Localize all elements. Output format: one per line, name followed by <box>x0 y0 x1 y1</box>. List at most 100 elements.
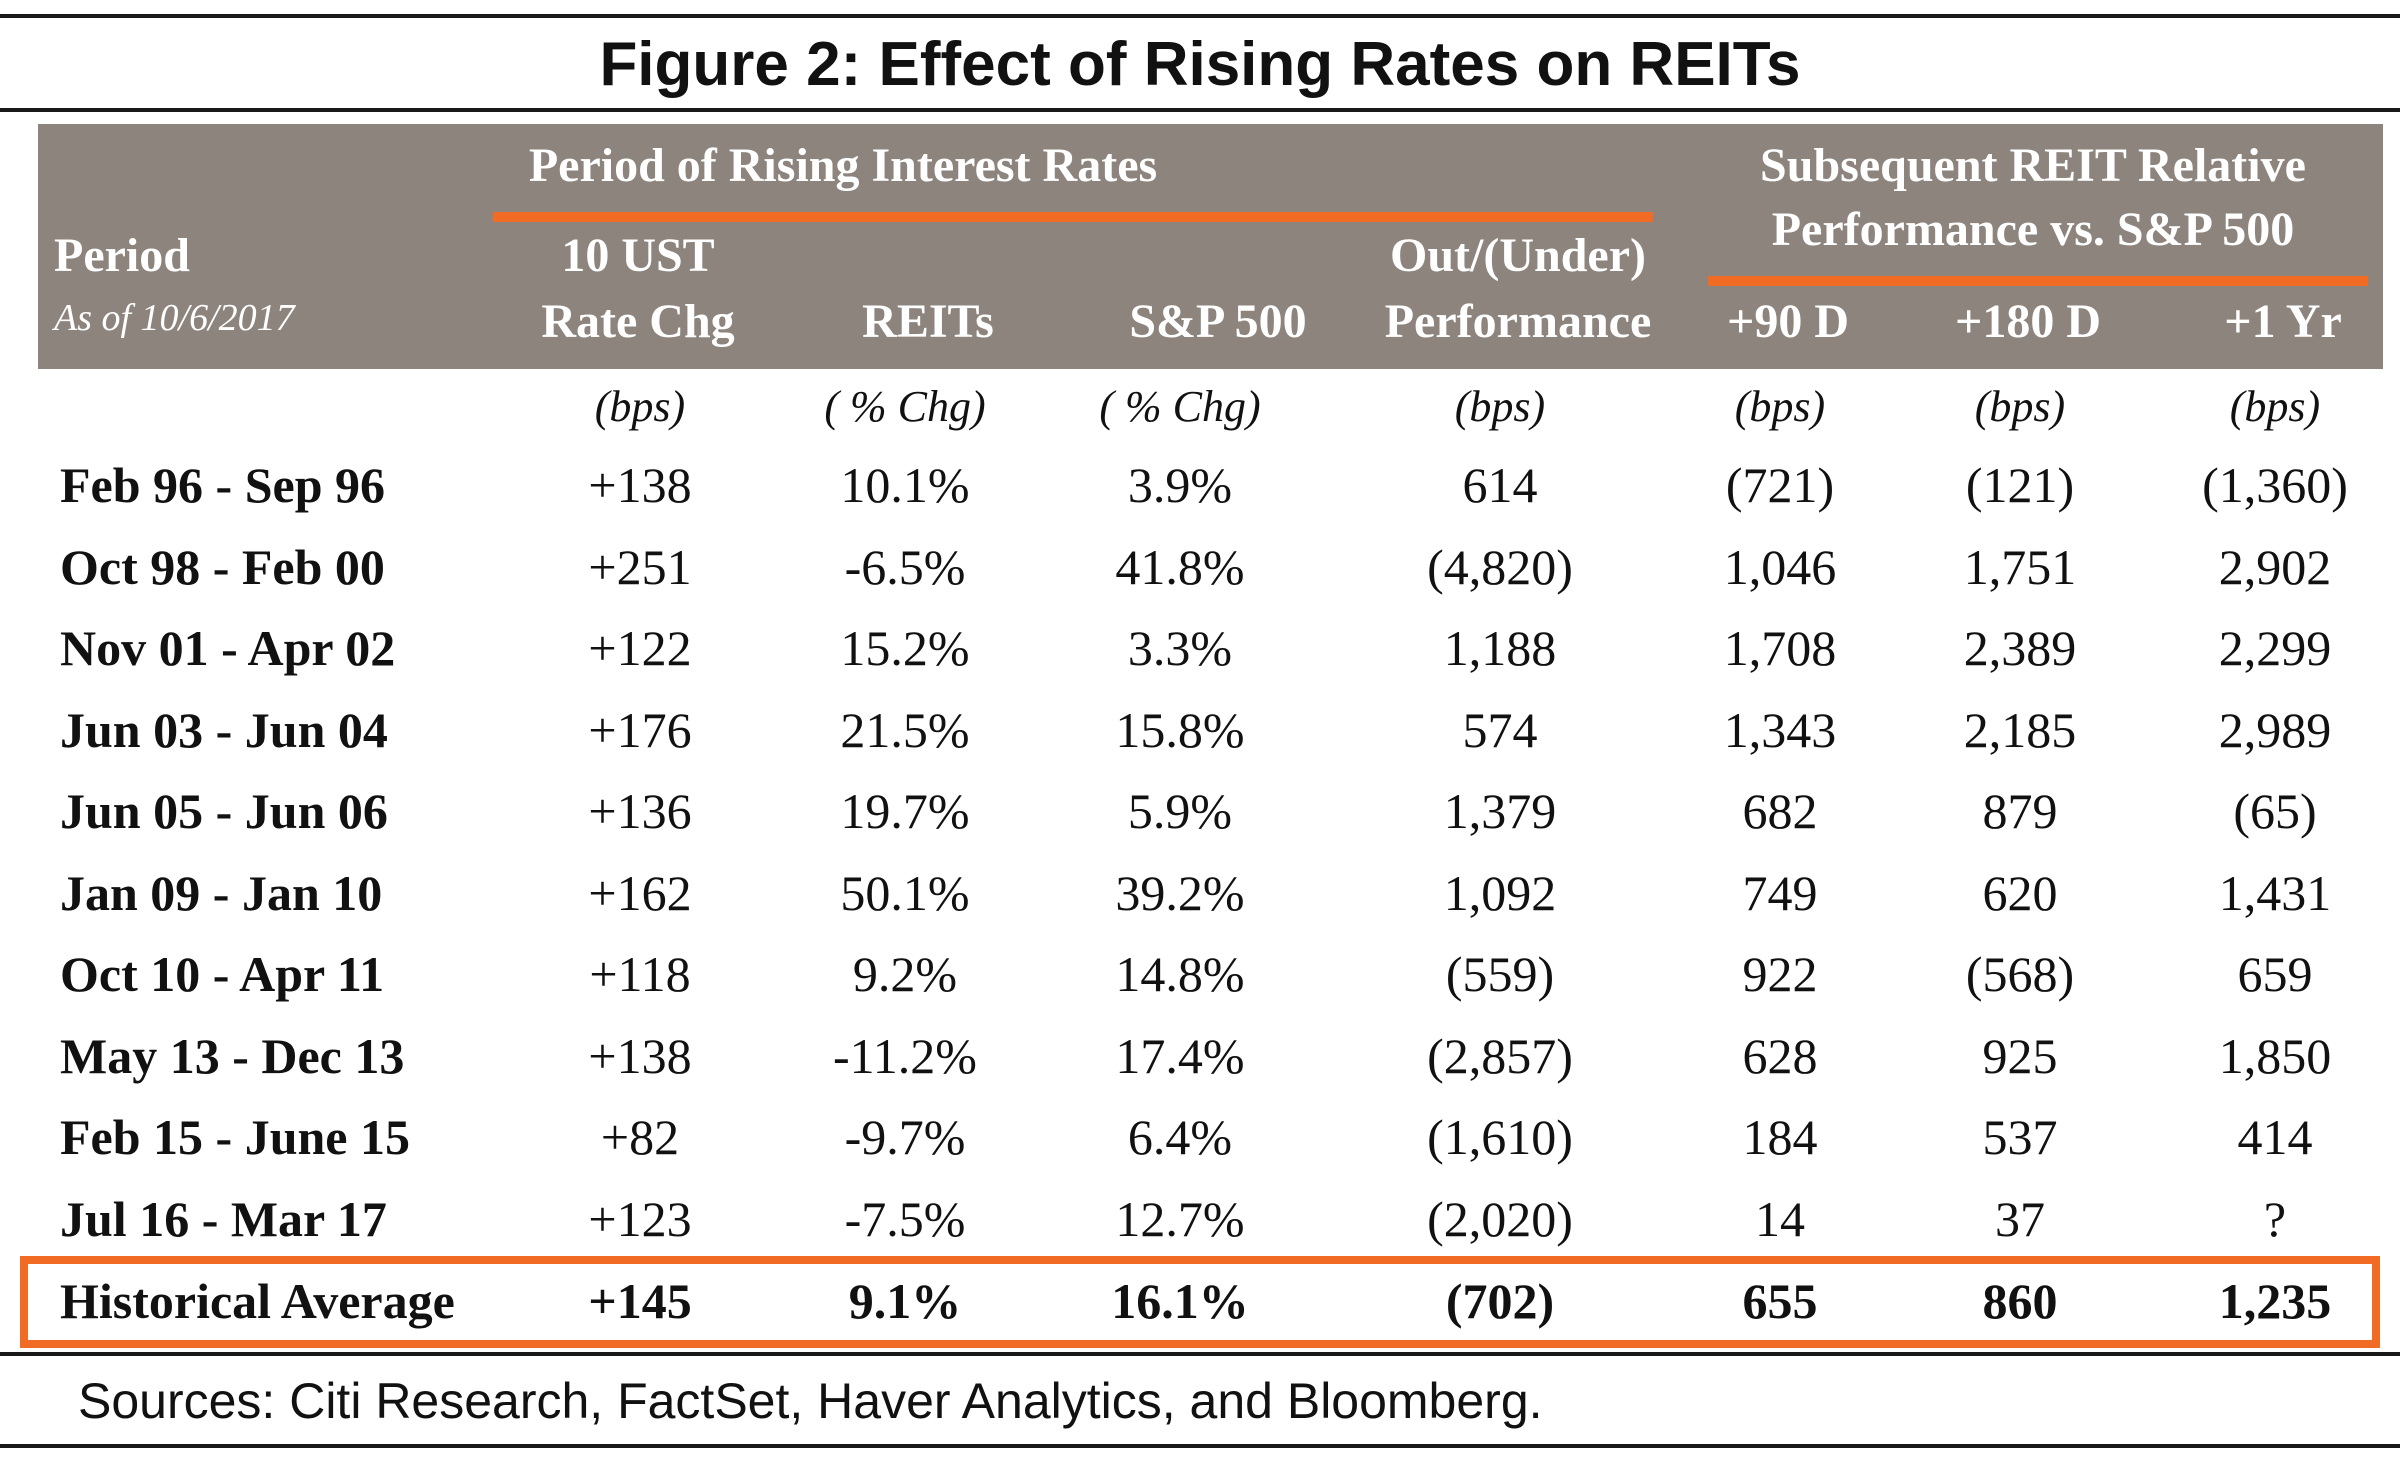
cell-90d: 1,708 <box>1723 620 1837 676</box>
cell-performance: 1,188 <box>1443 620 1557 676</box>
cell-reits: 21.5% <box>840 701 970 758</box>
unit-180d: (bps) <box>1974 382 2066 431</box>
cell-ust-chg: +162 <box>588 864 692 921</box>
header-perf-line2: Performance <box>1384 295 1652 348</box>
cell-reits: -9.7% <box>844 1109 966 1165</box>
unit-90d: (bps) <box>1734 382 1826 431</box>
row-period: Jun 05 - Jun 06 <box>60 783 388 839</box>
cell-ust-chg: +176 <box>588 701 692 758</box>
cell-90d: 1,046 <box>1723 538 1837 595</box>
cell-180d: 2,389 <box>1963 620 2077 676</box>
top-rule <box>0 14 2400 18</box>
cell-sp500: 12.7% <box>1115 1190 1245 1247</box>
unit-sp500: ( % Chg) <box>1099 382 1261 431</box>
header-sp500: S&P 500 <box>1129 295 1307 348</box>
table-header: Period of Rising Interest Rates Subseque… <box>38 124 2383 369</box>
row-period: Oct 98 - Feb 00 <box>60 538 385 595</box>
cell-ust-chg: +136 <box>588 783 692 839</box>
cell-performance: (2,020) <box>1427 1190 1573 1247</box>
average-1yr: 1,235 <box>2218 1273 2332 1329</box>
cell-90d: (721) <box>1725 457 1835 513</box>
cell-90d: 682 <box>1742 783 1818 839</box>
header-perf-line1: Out/(Under) <box>1390 229 1646 282</box>
cell-sp500: 39.2% <box>1115 864 1245 921</box>
unit-1yr: (bps) <box>2229 382 2321 431</box>
cell-ust-chg: +138 <box>588 1027 692 1084</box>
cell-90d: 628 <box>1742 1027 1818 1084</box>
cell-180d: (121) <box>1965 457 2075 513</box>
cell-performance: (4,820) <box>1427 538 1573 595</box>
unit-reits: ( % Chg) <box>824 382 986 431</box>
row-period: Jan 09 - Jan 10 <box>60 864 383 921</box>
cell-90d: 14 <box>1755 1190 1805 1247</box>
row-period: Nov 01 - Apr 02 <box>60 620 396 676</box>
row-period: Jun 03 - Jun 04 <box>60 701 388 758</box>
cell-sp500: 5.9% <box>1127 783 1233 839</box>
cell-1yr: 1,850 <box>2218 1027 2332 1084</box>
title-rule <box>0 108 2400 112</box>
cell-reits: 15.2% <box>840 620 970 676</box>
cell-ust-chg: +138 <box>588 457 692 513</box>
cell-180d: 1,751 <box>1963 538 2077 595</box>
cell-1yr: 414 <box>2237 1109 2313 1165</box>
cell-performance: 1,379 <box>1443 783 1557 839</box>
header-reits: REITs <box>862 295 994 348</box>
average-90d: 655 <box>1742 1273 1818 1329</box>
header-period: Period <box>54 229 190 282</box>
cell-180d: 620 <box>1982 864 2058 921</box>
header-90d: +90 D <box>1726 295 1849 348</box>
cell-180d: 37 <box>1995 1190 2045 1247</box>
cell-ust-chg: +122 <box>588 620 692 676</box>
cell-90d: 1,343 <box>1723 701 1837 758</box>
header-group-subsequent-underline <box>1708 276 2368 286</box>
cell-reits: 9.2% <box>852 946 958 1002</box>
cell-1yr: 2,299 <box>2218 620 2332 676</box>
chart-title: Figure 2: Effect of Rising Rates on REIT… <box>599 30 1801 99</box>
cell-sp500: 41.8% <box>1115 538 1245 595</box>
average-ust-chg: +145 <box>588 1273 692 1329</box>
cell-reits: -6.5% <box>844 538 966 595</box>
cell-reits: 10.1% <box>840 457 970 513</box>
cell-performance: 574 <box>1462 701 1538 758</box>
average-performance: (702) <box>1445 1273 1555 1329</box>
cell-180d: (568) <box>1965 946 2075 1002</box>
cell-90d: 922 <box>1742 946 1818 1002</box>
cell-ust-chg: +123 <box>588 1190 692 1247</box>
cell-reits: -11.2% <box>833 1027 977 1084</box>
row-period: Feb 96 - Sep 96 <box>60 457 385 513</box>
cell-1yr: ? <box>2263 1190 2287 1247</box>
cell-performance: (2,857) <box>1427 1027 1573 1084</box>
cell-ust-chg: +82 <box>600 1109 680 1165</box>
cell-1yr: (65) <box>2233 783 2317 839</box>
cell-90d: 749 <box>1742 864 1818 921</box>
cell-90d: 184 <box>1742 1109 1818 1165</box>
average-sp500: 16.1% <box>1111 1273 1249 1329</box>
cell-sp500: 17.4% <box>1115 1027 1245 1084</box>
cell-reits: 19.7% <box>840 783 970 839</box>
row-period: Feb 15 - June 15 <box>60 1109 410 1165</box>
row-period: Jul 16 - Mar 17 <box>60 1190 387 1247</box>
cell-performance: (559) <box>1445 946 1555 1002</box>
header-group-subsequent-line1: Subsequent REIT Relative <box>1760 139 2306 192</box>
row-period: Oct 10 - Apr 11 <box>60 946 385 1002</box>
unit-performance: (bps) <box>1454 382 1546 431</box>
unit-ust-chg: (bps) <box>594 382 686 431</box>
cell-ust-chg: +118 <box>589 946 691 1002</box>
header-ust-line2: Rate Chg <box>541 295 735 348</box>
cell-180d: 2,185 <box>1963 701 2077 758</box>
cell-reits: 50.1% <box>840 864 970 921</box>
cell-sp500: 6.4% <box>1127 1109 1233 1165</box>
cell-sp500: 3.9% <box>1127 457 1233 513</box>
cell-180d: 879 <box>1982 783 2058 839</box>
header-ust-line1: 10 UST <box>561 229 715 282</box>
cell-1yr: 659 <box>2237 946 2313 1002</box>
cell-performance: (1,610) <box>1427 1109 1573 1165</box>
header-group-rising-underline <box>493 212 1653 222</box>
bottom-rule <box>0 1444 2400 1448</box>
cell-180d: 537 <box>1982 1109 2058 1165</box>
cell-1yr: 1,431 <box>2218 864 2332 921</box>
cell-performance: 1,092 <box>1443 864 1557 921</box>
cell-1yr: 2,902 <box>2218 538 2332 595</box>
historical-average-highlight <box>20 1256 2380 1348</box>
bottom-rule-top <box>0 1352 2400 1356</box>
